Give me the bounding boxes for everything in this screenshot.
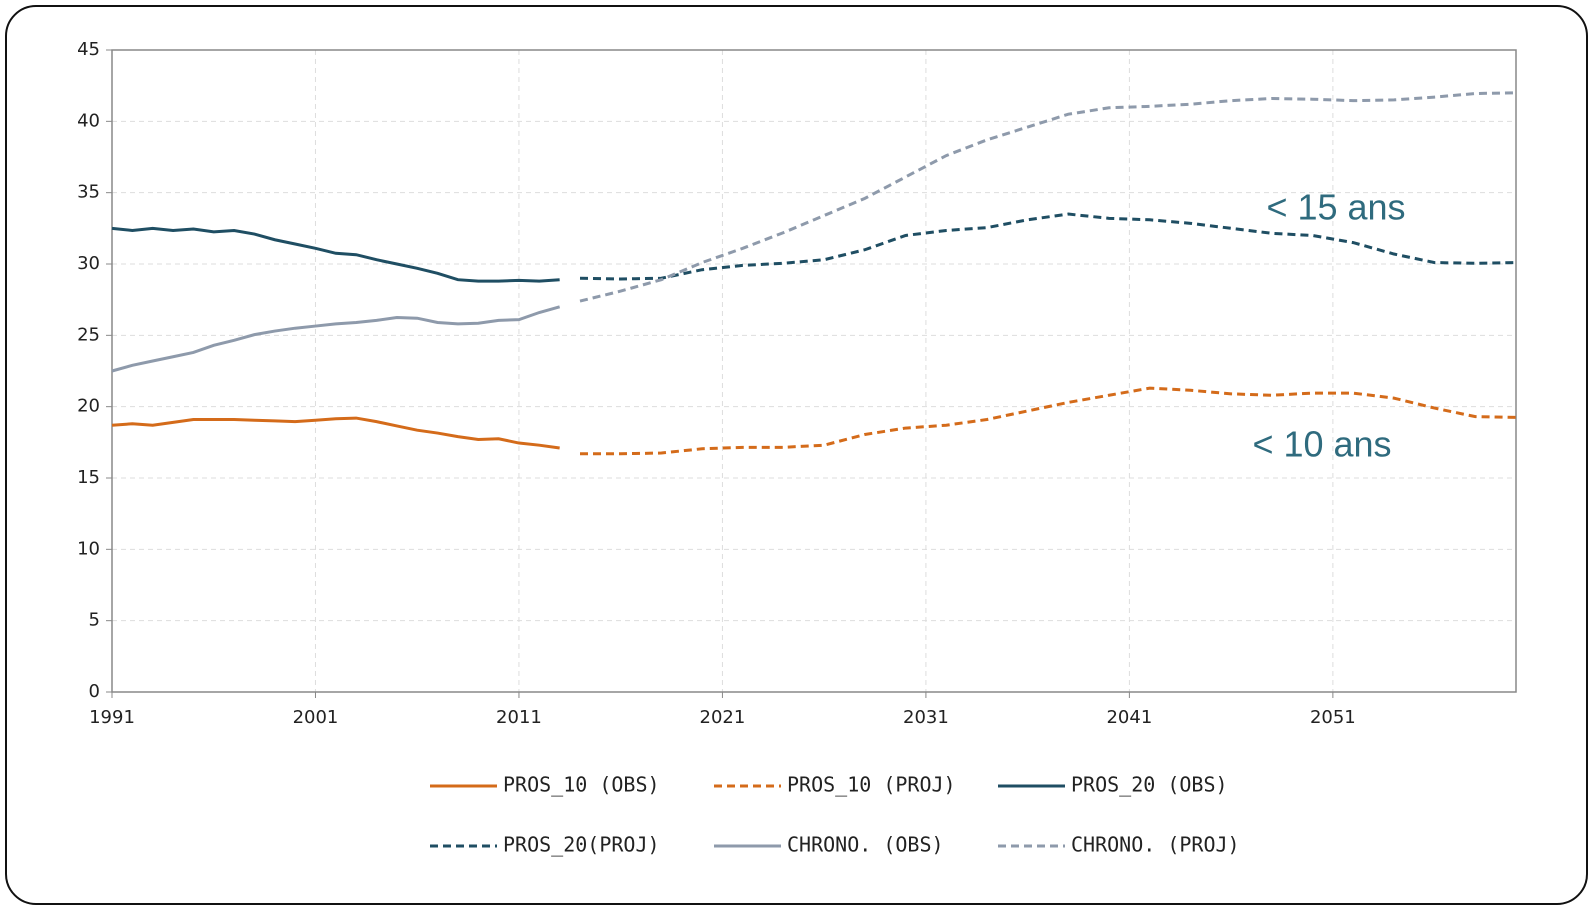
y-tick-label: 45 — [77, 39, 100, 60]
x-tick-label: 2041 — [1106, 707, 1152, 728]
series-line — [111, 416, 560, 450]
x-tick-label: 2021 — [700, 707, 746, 728]
x-tick-label: 2001 — [293, 707, 339, 728]
y-tick-label: 10 — [77, 538, 100, 559]
y-tick-label: 15 — [77, 467, 100, 488]
x-tick-label: 2031 — [903, 707, 949, 728]
series-line — [580, 386, 1517, 456]
y-tick-label: 5 — [89, 610, 100, 631]
series-line — [111, 305, 561, 373]
series-line — [111, 226, 560, 283]
annotation: < 15 ans — [1266, 187, 1405, 228]
legend-label: PROS_10 (OBS) — [503, 773, 660, 797]
legend-label: PROS_20 (OBS) — [1071, 773, 1228, 797]
y-tick-label: 20 — [77, 396, 100, 417]
y-tick-label: 35 — [77, 182, 100, 203]
x-tick-label: 2011 — [496, 707, 542, 728]
annotation: < 10 ans — [1252, 424, 1391, 465]
legend-label: PROS_10 (PROJ) — [787, 773, 956, 797]
series-line — [579, 212, 1517, 281]
y-tick-label: 0 — [89, 681, 100, 702]
y-tick-label: 25 — [77, 324, 100, 345]
x-tick-label: 2051 — [1310, 707, 1356, 728]
legend-label: CHRONO. (OBS) — [787, 833, 944, 857]
frame — [5, 5, 1588, 905]
y-tick-label: 30 — [77, 253, 100, 274]
x-tick-label: 1991 — [89, 707, 135, 728]
y-tick-label: 40 — [77, 110, 100, 131]
legend-label: PROS_20(PROJ) — [503, 833, 660, 857]
grid: 0 5 10 15 20 25 30 35 40 45 1991 2001 2011 2021 2031 20… — [77, 39, 1517, 728]
legend-label: CHRONO. (PROJ) — [1071, 833, 1240, 857]
